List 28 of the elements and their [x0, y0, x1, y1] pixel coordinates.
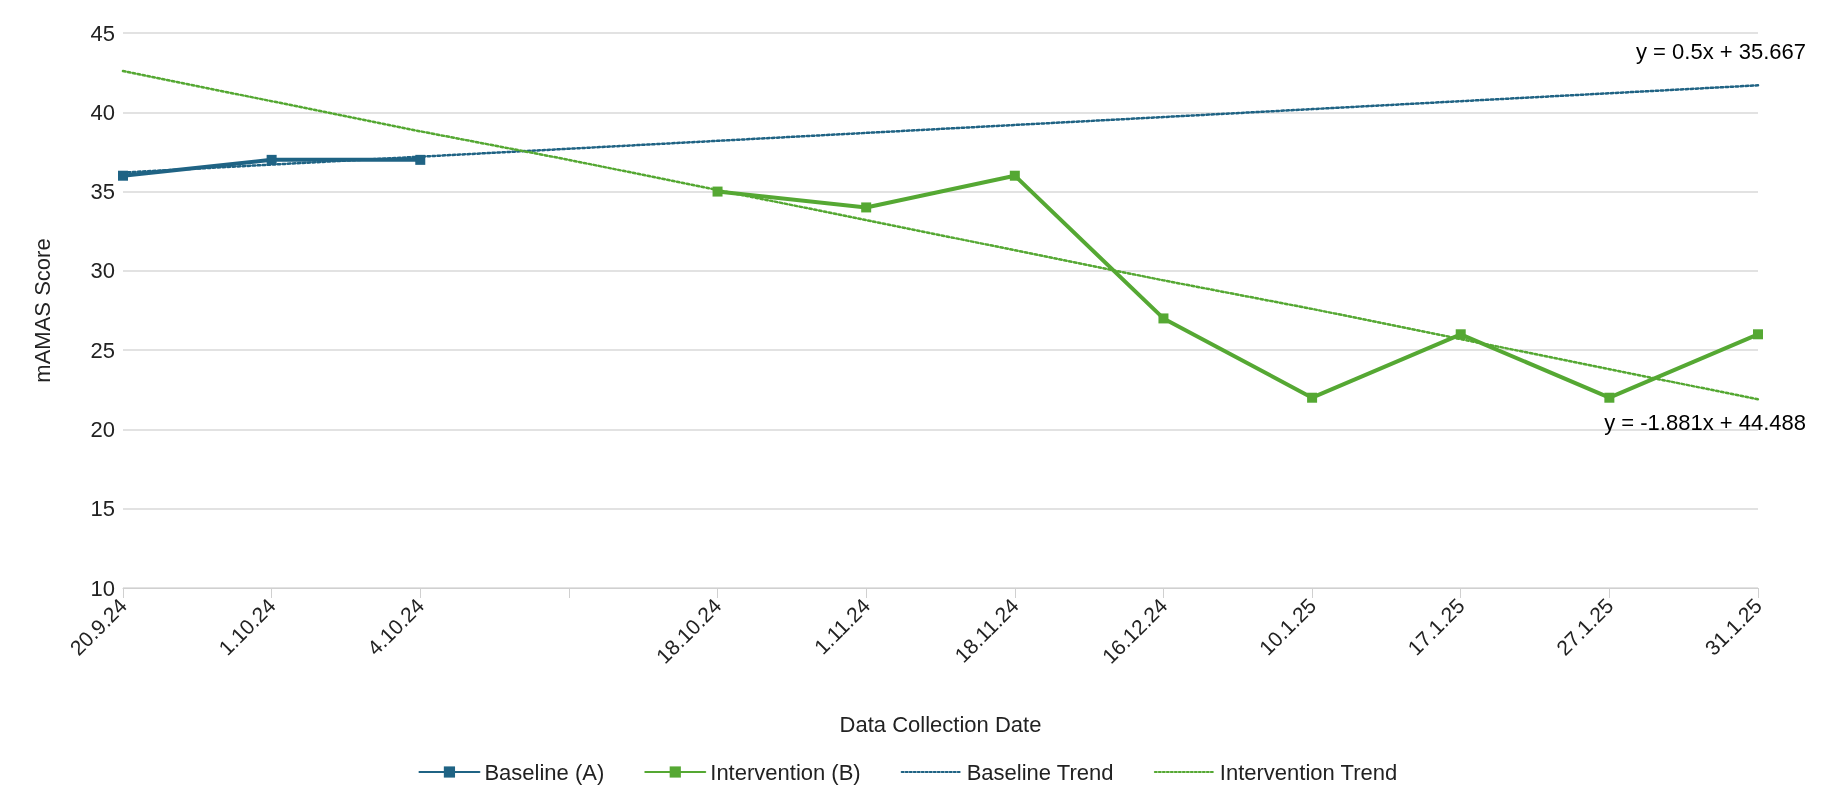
legend-label: Intervention Trend — [1219, 759, 1398, 785]
point — [266, 154, 277, 165]
point — [118, 170, 128, 181]
point — [415, 154, 426, 165]
point — [1753, 329, 1763, 340]
line-series — [121, 69, 1760, 401]
point — [1158, 313, 1169, 324]
point — [1604, 392, 1615, 403]
legend-label: Intervention (B) — [710, 759, 861, 785]
point — [1455, 329, 1466, 340]
x-axis-title: Data Collection Date — [839, 711, 1042, 737]
y-tick-label: 30 — [90, 258, 115, 284]
annotation: y = 0.5x + 35.667 — [1635, 38, 1807, 64]
point — [712, 186, 723, 197]
legend-label: Baseline Trend — [966, 759, 1114, 785]
y-tick-label: 35 — [90, 179, 115, 205]
y-tick-label: 25 — [90, 337, 115, 363]
y-tick-label: 40 — [90, 99, 115, 125]
point — [1009, 170, 1020, 181]
point — [861, 202, 872, 213]
y-axis-title: mAMAS Score — [29, 238, 55, 383]
annotation: y = -1.881x + 44.488 — [1604, 409, 1807, 435]
y-tick-label: 20 — [90, 416, 115, 442]
y-tick-label: 15 — [90, 496, 115, 522]
y-tick-label: 45 — [90, 20, 115, 46]
y-tick-label: 10 — [90, 575, 115, 601]
point — [1307, 392, 1318, 403]
legend-label: Baseline (A) — [484, 759, 605, 785]
